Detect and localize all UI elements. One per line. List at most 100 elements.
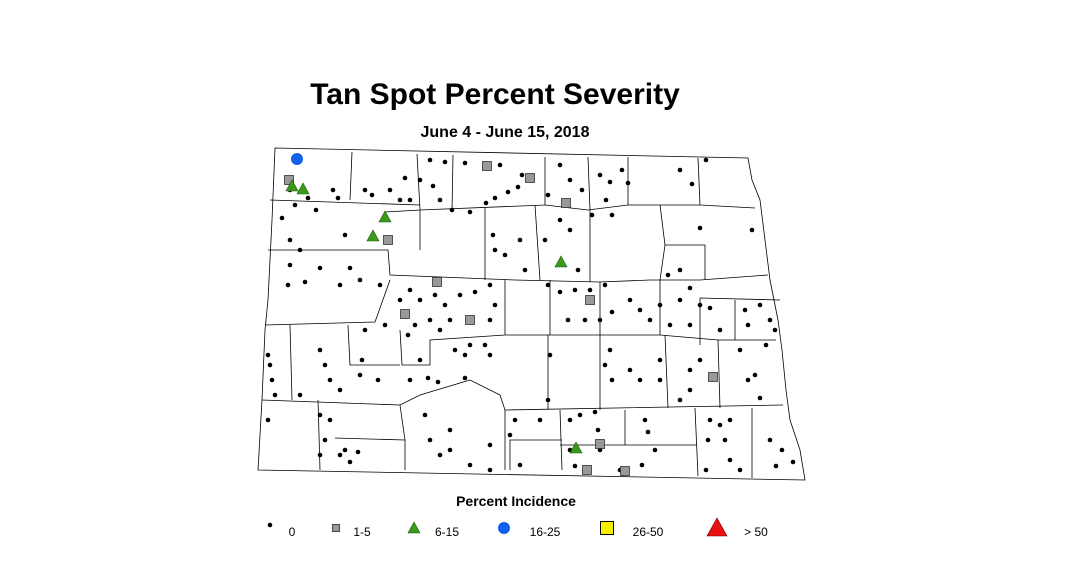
dot [757,302,763,308]
dot [745,377,751,383]
dot [452,347,458,353]
square [561,198,571,208]
dot [322,362,328,368]
dot [317,265,323,271]
dot [609,212,615,218]
dot [337,282,343,288]
dot [297,247,303,253]
dot [347,459,353,465]
circle [291,153,303,165]
dot [537,417,543,423]
dot [752,372,758,378]
dot [512,417,518,423]
dot [697,225,703,231]
dot [449,207,455,213]
dot [689,181,695,187]
dot [727,457,733,463]
dot [362,187,368,193]
dot [447,447,453,453]
dot [677,167,683,173]
dot [327,377,333,383]
dot [437,327,443,333]
dot [507,432,513,438]
dot [302,279,308,285]
dot [437,197,443,203]
circle [498,522,510,534]
dot [297,392,303,398]
dot [427,437,433,443]
legend-label: 6-15 [435,525,459,539]
dot [265,417,271,423]
dot [545,397,551,403]
triangle [378,210,392,223]
dot [790,459,796,465]
dot [375,377,381,383]
dot [579,187,585,193]
dot [492,302,498,308]
dot [412,322,418,328]
dot [727,417,733,423]
dot [342,232,348,238]
dot [337,452,343,458]
dot [642,417,648,423]
dot [703,157,709,163]
dot [637,377,643,383]
dot [327,417,333,423]
dot [619,167,625,173]
dot [522,267,528,273]
dot [487,282,493,288]
dot [369,192,375,198]
dot [457,292,463,298]
dot [487,442,493,448]
dot [745,322,751,328]
dot [767,317,773,323]
dot [697,302,703,308]
dot [577,412,583,418]
dot [492,247,498,253]
square [585,295,595,305]
dot [467,462,473,468]
dot [292,202,298,208]
dot [707,305,713,311]
dot [355,449,361,455]
dot [435,379,441,385]
dot [589,212,595,218]
dot [707,417,713,423]
dot [305,195,311,201]
dot [505,189,511,195]
legend-title: Percent Incidence [456,493,576,509]
triangle [296,182,310,195]
dot [490,232,496,238]
dot [582,317,588,323]
dot [387,187,393,193]
dot [557,217,563,223]
square [284,175,294,185]
triangle [366,229,380,242]
dot [722,437,728,443]
dot [492,195,498,201]
dot [472,289,478,295]
dot [422,412,428,418]
dot [417,177,423,183]
dot [267,522,273,528]
map-subtitle: June 4 - June 15, 2018 [421,124,590,141]
dot [703,467,709,473]
dot [647,317,653,323]
dot [272,392,278,398]
square [383,235,393,245]
dot [645,429,651,435]
legend-label: 26-50 [633,525,664,539]
square [331,524,340,533]
dot [687,387,693,393]
dot [313,207,319,213]
state-map [257,147,806,481]
dot [487,467,493,473]
dot [337,387,343,393]
dot [515,184,521,190]
dot [609,309,615,315]
dot [487,317,493,323]
dot [322,437,328,443]
dot [362,327,368,333]
dot [625,180,631,186]
